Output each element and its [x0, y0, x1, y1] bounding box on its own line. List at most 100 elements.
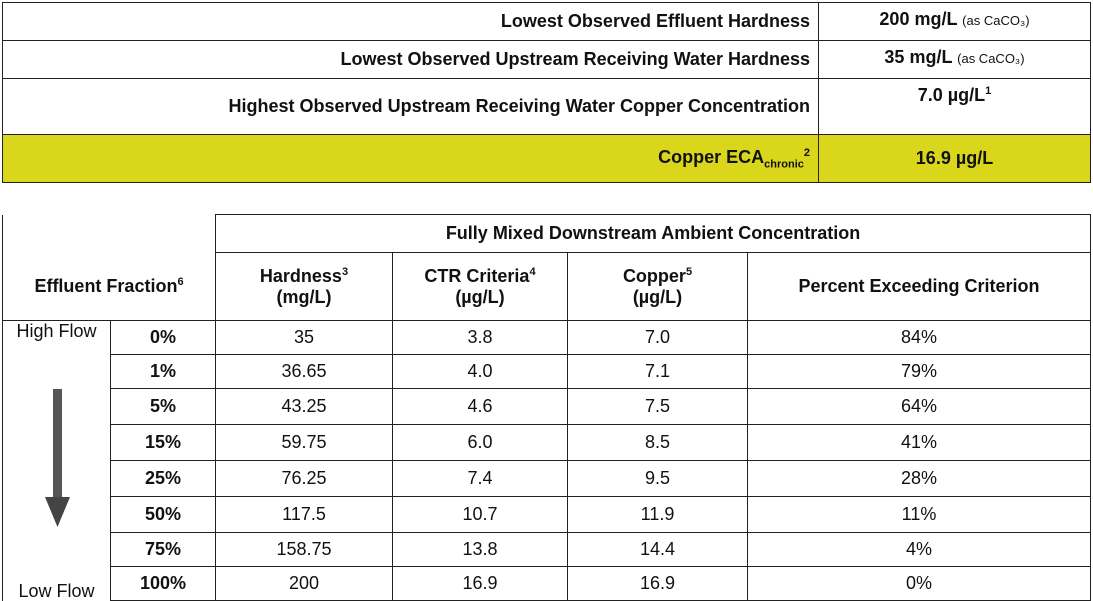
- table-body: High Flow 0% 35 3.8 7.0 84% 1% 36.65 4.0 7.1 79% 5%…: [2, 320, 1092, 601]
- label-text: Copper ECA: [658, 146, 765, 167]
- unit-note: (as CaCO₃): [962, 13, 1030, 28]
- header-text: CTR Criteria: [424, 265, 530, 286]
- cell: 11.9: [567, 496, 748, 533]
- cell: 7.5: [567, 388, 748, 425]
- summary-row: Copper ECAchronic2 16.9 µg/L: [2, 134, 1091, 183]
- column-header: Percent Exceeding Criterion: [746, 252, 1092, 321]
- summary-row: Highest Observed Upstream Receiving Wate…: [2, 78, 1091, 135]
- cell: 117.5: [215, 496, 393, 533]
- cell: 64%: [746, 388, 1092, 425]
- cell: 35: [215, 320, 393, 355]
- cell: 84%: [746, 320, 1092, 355]
- value-text: 7.0 µg/L: [917, 85, 986, 105]
- cell: 10.7: [392, 496, 568, 533]
- summary-label: Lowest Observed Effluent Hardness: [2, 2, 819, 41]
- data-row: 100% 200 16.9 16.9 0%: [3, 566, 1092, 601]
- cell: 3.8: [392, 320, 568, 355]
- label-text: Lowest Observed Upstream Receiving Water…: [340, 49, 811, 69]
- footnote-mark: 5: [685, 265, 693, 278]
- label-subscript: chronic: [764, 158, 804, 171]
- blank: [2, 214, 216, 253]
- summary-label: Highest Observed Upstream Receiving Wate…: [2, 78, 819, 135]
- data-row: Low Flow 75% 158.75 13.8 14.4 4%: [2, 532, 1092, 601]
- data-row: 50% 117.5 10.7 11.9 11%: [3, 496, 1092, 533]
- cell: 16.9: [567, 566, 748, 601]
- cell: 36.65: [215, 354, 393, 389]
- flow-label: Low Flow: [2, 532, 111, 601]
- label-text: Highest Observed Upstream Receiving Wate…: [228, 96, 810, 116]
- summary-value: 200 mg/L (as CaCO₃): [818, 2, 1091, 41]
- effluent-fraction: 1%: [110, 354, 216, 389]
- cell: 14.4: [567, 532, 748, 567]
- cell: 8.5: [567, 424, 748, 461]
- label-text: Lowest Observed Effluent Hardness: [500, 11, 810, 31]
- value-text: 16.9 µg/L: [915, 148, 994, 168]
- footnote-mark: 4: [529, 265, 536, 278]
- cell: 13.8: [392, 532, 568, 567]
- footnote-mark: 3: [341, 265, 349, 278]
- footnote-mark: 6: [177, 275, 184, 288]
- data-row: 15% 59.75 6.0 8.5 41%: [3, 424, 1092, 461]
- effluent-fraction: 15%: [110, 424, 216, 461]
- fraction-header: Effluent Fraction6: [2, 252, 216, 321]
- header-unit: (µg/L): [632, 286, 683, 307]
- cell: 7.4: [392, 460, 568, 497]
- arrow: [44, 388, 70, 527]
- column-header: CTR Criteria4 (µg/L): [392, 252, 568, 321]
- cell: 79%: [746, 354, 1092, 389]
- header-unit: (mg/L): [276, 286, 332, 307]
- data-row: High Flow 0% 35 3.8 7.0 84%: [2, 320, 1092, 389]
- summary-row: Lowest Observed Upstream Receiving Water…: [2, 40, 1091, 79]
- cell: 16.9: [392, 566, 568, 601]
- flow-arrow: [2, 388, 111, 533]
- effluent-fraction: 25%: [110, 460, 216, 497]
- summary-label: Lowest Observed Upstream Receiving Water…: [2, 40, 819, 79]
- summary-table: Lowest Observed Effluent Hardness 200 mg/…: [2, 2, 1091, 183]
- summary-value: 7.0 µg/L1: [818, 78, 1091, 135]
- cell: 4.6: [392, 388, 568, 425]
- summary-value: 35 mg/L (as CaCO₃): [818, 40, 1091, 79]
- header-text: Percent Exceeding Criterion: [798, 276, 1040, 296]
- effluent-fraction: 5%: [110, 388, 216, 425]
- data-row: 1% 36.65 4.0 7.1 79%: [3, 354, 1092, 389]
- cell: 0%: [746, 566, 1092, 601]
- cell: 200: [215, 566, 393, 601]
- footnote-mark: 1: [985, 85, 992, 97]
- value-text: 200 mg/L: [879, 9, 958, 29]
- table-header: Fully Mixed Downstream Ambient Concentra…: [2, 214, 1092, 321]
- cell: 6.0: [392, 424, 568, 461]
- cell: 4.0: [392, 354, 568, 389]
- effluent-fraction: 50%: [110, 496, 216, 533]
- cell: 4%: [746, 532, 1092, 567]
- cell: 7.0: [567, 320, 748, 355]
- value-text: 35 mg/L: [884, 47, 953, 67]
- header-unit: (µg/L): [455, 286, 505, 307]
- cell: 76.25: [215, 460, 393, 497]
- data-row: 5% 43.25 4.6 7.5 64%: [2, 388, 1092, 533]
- column-header: Copper5 (µg/L): [567, 252, 748, 321]
- summary-value: 16.9 µg/L: [818, 134, 1091, 183]
- summary-row: Lowest Observed Effluent Hardness 200 mg/…: [2, 2, 1091, 41]
- summary-label: Copper ECAchronic2: [2, 134, 819, 183]
- header-text: Copper: [622, 265, 686, 286]
- column-headers: Effluent Fraction6 Hardness3 (mg/L) CTR Cr…: [2, 252, 1092, 321]
- effluent-fraction: 0%: [110, 320, 216, 355]
- cell: 158.75: [215, 532, 393, 567]
- group-header: Fully Mixed Downstream Ambient Concentra…: [214, 214, 1092, 253]
- cell: 59.75: [215, 424, 393, 461]
- effluent-fraction: 100%: [110, 566, 216, 601]
- data-row: 25% 76.25 7.4 9.5 28%: [3, 460, 1092, 497]
- footnote-mark: 2: [803, 146, 810, 159]
- header-text: Effluent Fraction: [34, 275, 178, 296]
- cell: 11%: [746, 496, 1092, 533]
- column-header: Hardness3 (mg/L): [215, 252, 393, 321]
- concentration-table: Fully Mixed Downstream Ambient Concentra…: [2, 214, 1092, 601]
- cell: 41%: [746, 424, 1092, 461]
- unit-note: (as CaCO₃): [957, 51, 1025, 66]
- effluent-fraction: 75%: [110, 532, 216, 567]
- cell: 7.1: [567, 354, 748, 389]
- cell: 9.5: [567, 460, 748, 497]
- summary-body: Lowest Observed Effluent Hardness 200 mg/…: [2, 2, 1091, 183]
- cell: 43.25: [215, 388, 393, 425]
